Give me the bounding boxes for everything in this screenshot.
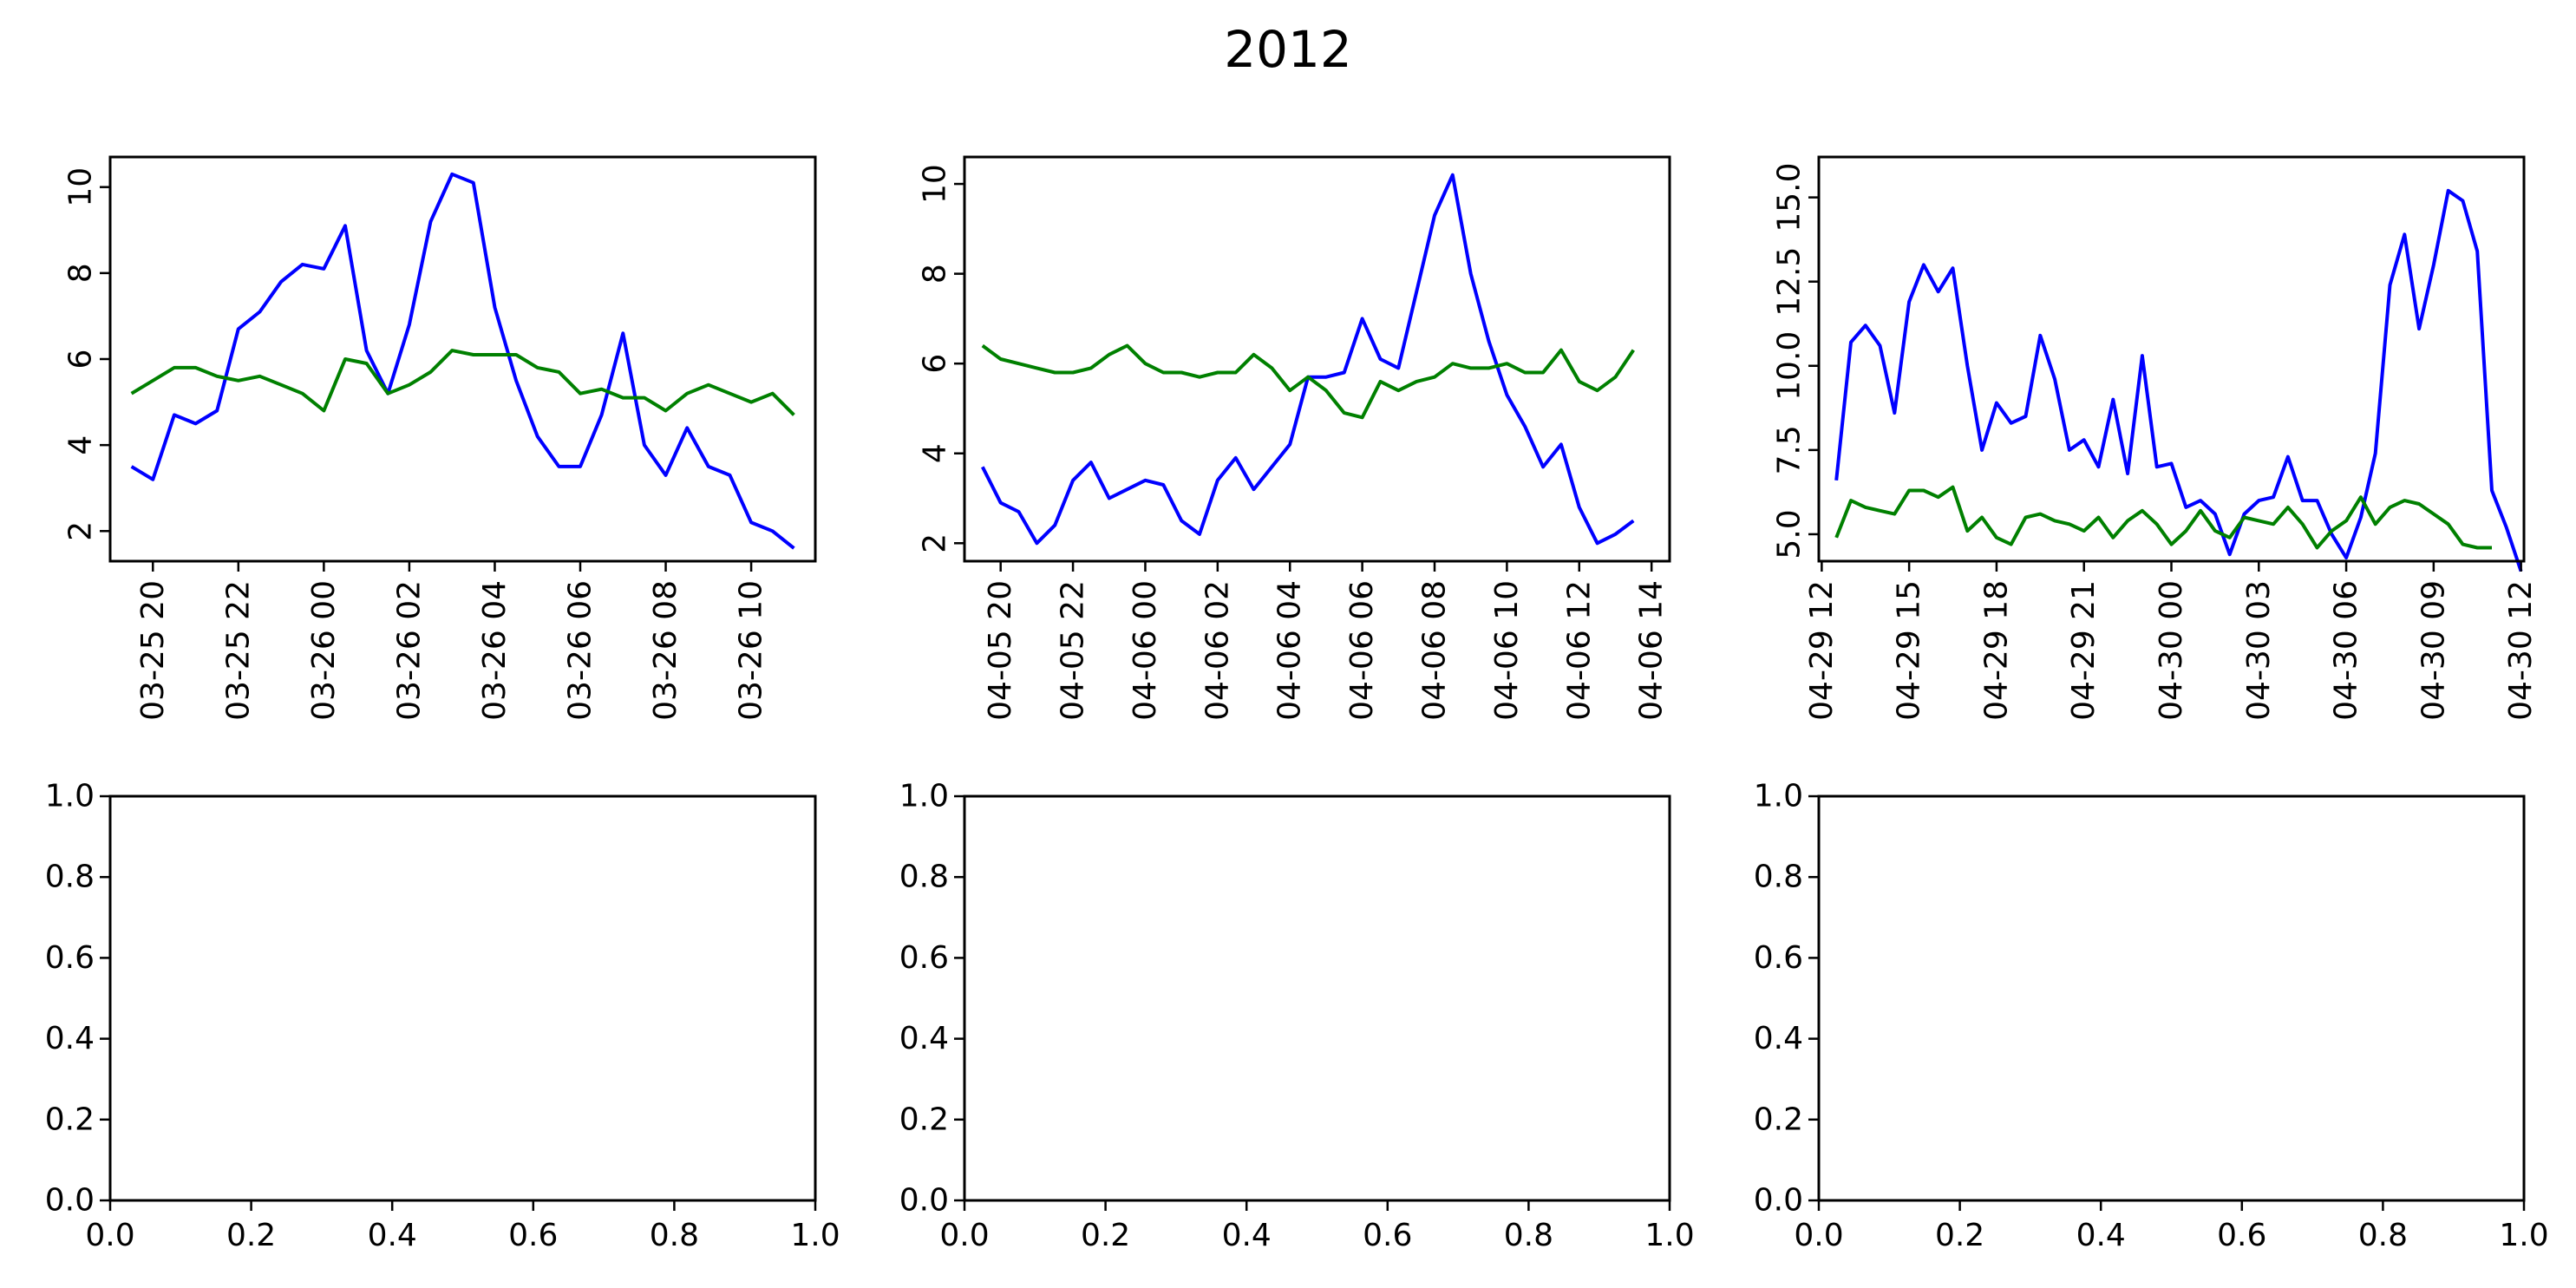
x-tick-label: 04-30 00 (2154, 580, 2189, 721)
x-tick-label: 0.8 (2358, 1218, 2408, 1253)
x-tick-label: 0.2 (226, 1218, 276, 1253)
y-tick-label: 0.2 (45, 1102, 95, 1137)
y-tick-label: 8 (918, 264, 953, 284)
axes-frame (108, 155, 817, 563)
y-tick-label: 15.0 (1772, 163, 1808, 232)
y-tick-label: 0.8 (899, 860, 949, 895)
axes-frame (963, 155, 1671, 563)
x-tick-label: 04-29 18 (1978, 580, 2014, 721)
axes-frame (108, 794, 817, 1202)
x-tick-label: 0.8 (650, 1218, 699, 1253)
x-tick-label: 04-06 12 (1561, 580, 1597, 721)
x-tick-label: 0.6 (1363, 1218, 1412, 1253)
x-tick-label: 03-25 20 (135, 580, 171, 721)
x-tick-label: 03-26 08 (648, 580, 683, 721)
x-tick-label: 04-29 12 (1804, 580, 1840, 721)
x-tick-label: 0.0 (1794, 1218, 1843, 1253)
x-tick-label: 04-05 22 (1056, 580, 1091, 721)
figure-title: 2012 (1224, 20, 1352, 79)
axes-frame (1817, 155, 2526, 563)
y-tick-label: 0.4 (899, 1021, 949, 1056)
axes-frame (1817, 794, 2526, 1202)
x-tick-label: 0.6 (508, 1218, 558, 1253)
x-tick-label: 04-29 21 (2066, 580, 2102, 721)
y-tick-label: 10 (63, 167, 99, 207)
x-tick-label: 04-06 08 (1417, 580, 1453, 721)
y-tick-label: 0.0 (45, 1183, 95, 1219)
x-tick-label: 0.6 (2217, 1218, 2266, 1253)
x-tick-label: 03-26 02 (391, 580, 427, 721)
x-tick-label: 1.0 (1644, 1218, 1694, 1253)
x-tick-label: 03-26 06 (563, 580, 598, 721)
x-tick-label: 0.0 (85, 1218, 134, 1253)
x-tick-label: 04-06 14 (1634, 580, 1670, 721)
y-tick-label: 8 (63, 263, 99, 283)
y-tick-label: 0.6 (899, 940, 949, 976)
subplot-1: 03-25 20 03-25 22 03-26 00 03-26 02 03-26 04… (63, 155, 817, 721)
x-tick-label: 1.0 (790, 1218, 840, 1253)
axes-border (963, 155, 1671, 563)
x-tick-label: 03-26 10 (734, 580, 769, 721)
y-tick-label: 4 (918, 443, 953, 463)
subplot-3: 04-29 12 04-29 15 04-29 18 04-29 21 04-30 00… (1772, 155, 2539, 721)
subplot-6: 0.0 0.2 0.4 0.6 0.8 1.0 0.0 0.2 0.4 0.6 0.8 1.0 (1754, 779, 2549, 1254)
x-tick-label: 0.2 (1935, 1218, 1984, 1253)
series-line-2 (981, 343, 1635, 420)
x-tick-label: 0.2 (1081, 1218, 1130, 1253)
series-line-2 (130, 349, 795, 416)
y-tick-label: 0.6 (1754, 940, 1803, 976)
y-tick-label: 6 (63, 350, 99, 369)
subplots: 03-25 20 03-25 22 03-26 00 03-26 02 03-26 04… (45, 155, 2549, 1254)
x-tick-label: 04-06 06 (1344, 580, 1380, 721)
x-tick-label: 0.4 (2076, 1218, 2126, 1253)
series-line-2 (1834, 485, 2492, 550)
axes-frame (963, 794, 1671, 1202)
x-tick-label: 03-26 04 (477, 580, 513, 721)
x-tick-label: 04-30 09 (2416, 580, 2451, 721)
y-tick-label: 0.0 (1754, 1183, 1803, 1219)
y-tick-label: 0.4 (1754, 1021, 1803, 1056)
x-tick-label: 04-06 00 (1128, 580, 1163, 721)
x-tick-label: 0.0 (939, 1218, 989, 1253)
x-tick-label: 04-30 03 (2241, 580, 2277, 721)
y-tick-label: 0.6 (45, 940, 95, 976)
y-tick-label: 1.0 (45, 779, 95, 814)
x-tick-label: 03-25 22 (220, 580, 256, 721)
y-tick-label: 2 (918, 533, 953, 553)
x-tick-label: 03-26 00 (306, 580, 342, 721)
y-tick-label: 5.0 (1772, 509, 1808, 559)
x-tick-label: 04-05 20 (983, 580, 1018, 721)
x-tick-label: 1.0 (2499, 1218, 2548, 1253)
y-tick-label: 0.8 (1754, 860, 1803, 895)
subplot-4: 0.0 0.2 0.4 0.6 0.8 1.0 0.0 0.2 0.4 0.6 0.8 1.0 (45, 779, 840, 1254)
x-tick-label: 04-30 06 (2329, 580, 2364, 721)
x-tick-label: 04-06 04 (1272, 580, 1308, 721)
y-tick-label: 12.5 (1772, 247, 1808, 317)
subplot-5: 0.0 0.2 0.4 0.6 0.8 1.0 0.0 0.2 0.4 0.6 0.8 1.0 (899, 779, 1695, 1254)
x-tick-label: 0.4 (368, 1218, 417, 1253)
subplot-2: 04-05 20 04-05 22 04-06 00 04-06 02 04-06 04… (918, 155, 1671, 721)
x-tick-label: 04-29 15 (1892, 580, 1927, 721)
y-tick-label: 1.0 (1754, 779, 1803, 814)
y-tick-label: 4 (63, 435, 99, 455)
x-tick-label: 04-06 02 (1200, 580, 1235, 721)
x-tick-label: 0.4 (1222, 1218, 1272, 1253)
y-tick-label: 0.2 (1754, 1102, 1803, 1137)
y-tick-label: 2 (63, 521, 99, 541)
y-tick-label: 0.8 (45, 860, 95, 895)
series-line-1 (130, 172, 795, 550)
y-tick-label: 0.0 (899, 1183, 949, 1219)
x-tick-label: 0.8 (1504, 1218, 1553, 1253)
y-tick-label: 10.0 (1772, 331, 1808, 401)
y-tick-label: 0.4 (45, 1021, 95, 1056)
y-tick-label: 0.2 (899, 1102, 949, 1137)
y-tick-label: 1.0 (899, 779, 949, 814)
y-tick-label: 6 (918, 354, 953, 374)
y-tick-label: 10 (918, 164, 953, 204)
x-tick-label: 04-30 12 (2503, 580, 2539, 721)
x-tick-label: 04-06 10 (1489, 580, 1525, 721)
y-tick-label: 7.5 (1772, 425, 1808, 474)
series-line-1 (1834, 188, 2523, 572)
